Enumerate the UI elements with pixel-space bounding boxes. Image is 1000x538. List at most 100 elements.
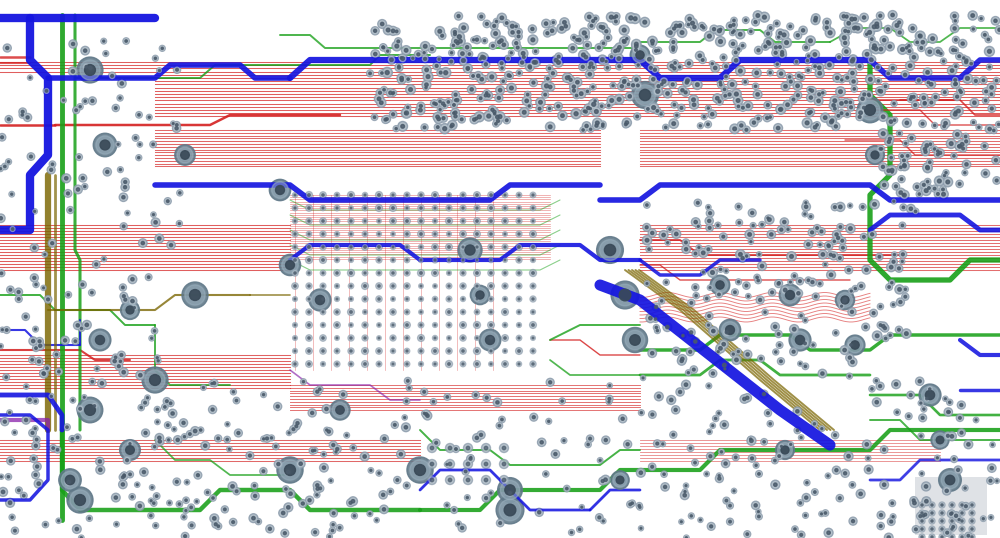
Circle shape (126, 445, 134, 455)
Circle shape (629, 16, 633, 20)
Circle shape (482, 38, 488, 44)
Circle shape (724, 329, 730, 335)
Circle shape (686, 79, 689, 82)
Circle shape (453, 38, 459, 45)
Circle shape (0, 327, 5, 332)
Circle shape (720, 28, 722, 31)
Circle shape (958, 519, 960, 521)
Circle shape (851, 79, 857, 84)
Circle shape (396, 39, 401, 44)
Circle shape (656, 48, 661, 53)
Circle shape (613, 16, 616, 19)
Circle shape (922, 514, 925, 517)
Circle shape (965, 61, 968, 63)
Circle shape (659, 299, 664, 303)
Circle shape (504, 233, 506, 235)
Circle shape (95, 367, 99, 371)
Circle shape (294, 337, 296, 339)
Circle shape (442, 117, 445, 120)
Circle shape (901, 158, 907, 163)
Circle shape (496, 496, 524, 524)
Circle shape (757, 279, 759, 282)
Circle shape (74, 434, 81, 441)
Circle shape (765, 215, 774, 224)
Circle shape (531, 27, 534, 31)
Circle shape (335, 245, 339, 249)
Circle shape (716, 410, 722, 416)
Circle shape (538, 108, 541, 110)
Circle shape (435, 26, 445, 36)
Circle shape (779, 30, 789, 40)
Circle shape (900, 259, 904, 263)
Circle shape (72, 525, 81, 533)
Circle shape (950, 512, 952, 515)
Circle shape (448, 311, 450, 313)
Circle shape (796, 94, 799, 97)
Circle shape (962, 502, 970, 510)
Circle shape (900, 178, 903, 180)
Circle shape (880, 181, 888, 189)
Circle shape (406, 324, 408, 326)
Circle shape (491, 23, 497, 29)
Circle shape (870, 44, 877, 52)
Circle shape (964, 136, 967, 138)
Circle shape (614, 54, 623, 63)
Circle shape (745, 255, 748, 257)
Circle shape (614, 13, 619, 19)
Circle shape (469, 456, 473, 459)
Circle shape (917, 378, 923, 384)
Circle shape (446, 296, 452, 302)
Circle shape (503, 297, 507, 301)
Circle shape (898, 21, 901, 24)
Circle shape (782, 33, 786, 37)
Circle shape (362, 270, 368, 276)
Circle shape (820, 230, 823, 233)
Circle shape (517, 245, 521, 250)
Circle shape (896, 411, 898, 413)
Circle shape (425, 73, 432, 80)
Circle shape (378, 363, 380, 365)
Circle shape (406, 285, 408, 287)
Circle shape (837, 203, 844, 210)
Circle shape (791, 97, 796, 102)
Circle shape (454, 39, 461, 47)
Circle shape (514, 44, 521, 51)
Circle shape (777, 332, 780, 335)
Circle shape (856, 62, 863, 70)
Circle shape (644, 281, 650, 286)
Circle shape (871, 44, 881, 54)
Circle shape (878, 88, 884, 95)
Circle shape (129, 473, 131, 476)
Circle shape (934, 176, 944, 186)
Circle shape (558, 111, 567, 121)
Circle shape (150, 374, 160, 385)
Circle shape (166, 200, 169, 202)
Circle shape (973, 417, 979, 423)
Circle shape (757, 297, 763, 303)
Circle shape (499, 522, 502, 525)
Circle shape (893, 253, 895, 256)
Circle shape (226, 423, 228, 425)
Circle shape (937, 150, 943, 156)
Circle shape (936, 50, 940, 53)
Circle shape (369, 72, 371, 75)
Circle shape (336, 363, 338, 365)
Circle shape (864, 465, 873, 474)
Circle shape (908, 94, 914, 100)
Circle shape (144, 431, 147, 435)
Circle shape (815, 69, 824, 78)
Circle shape (929, 100, 934, 105)
Circle shape (930, 527, 934, 531)
Circle shape (192, 428, 198, 434)
Circle shape (456, 98, 459, 102)
Circle shape (434, 124, 441, 131)
Circle shape (322, 220, 324, 222)
Circle shape (234, 398, 239, 403)
Circle shape (768, 289, 776, 296)
Circle shape (983, 88, 990, 95)
Circle shape (589, 108, 591, 110)
Circle shape (590, 65, 596, 70)
Circle shape (694, 252, 697, 255)
Circle shape (210, 381, 214, 386)
Circle shape (921, 122, 924, 125)
